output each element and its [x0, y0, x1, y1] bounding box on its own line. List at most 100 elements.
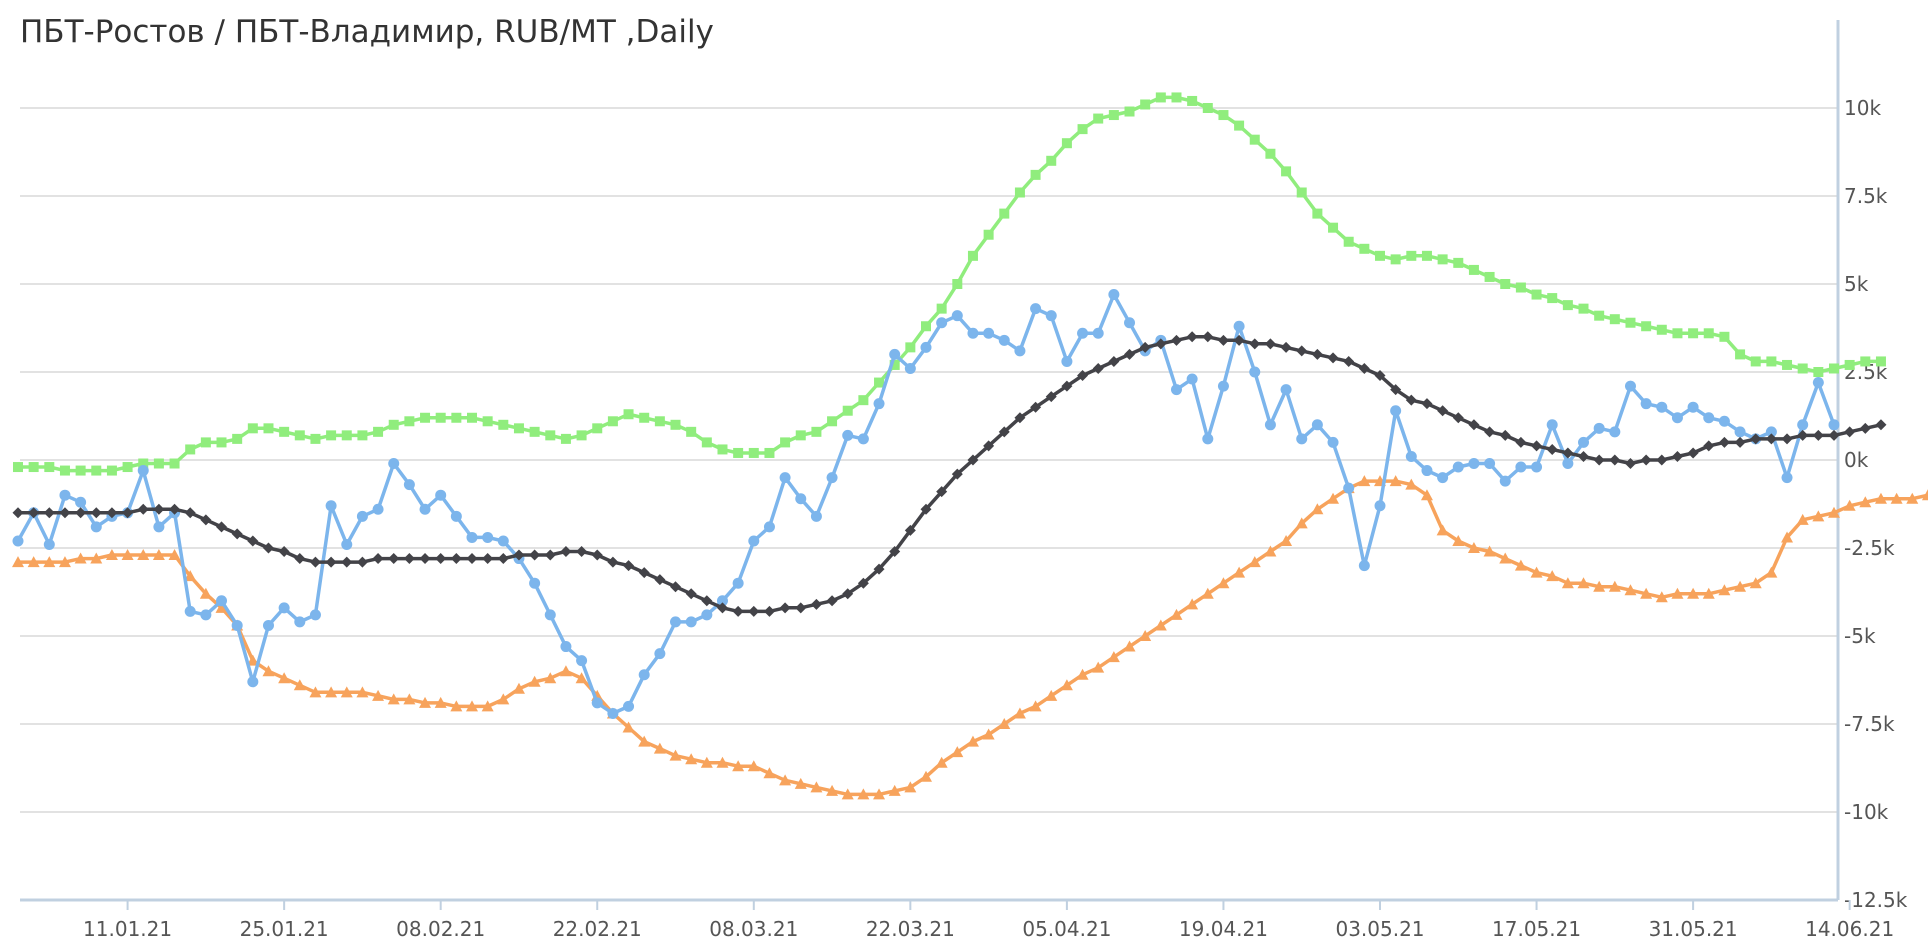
- point-spread: [12, 535, 24, 547]
- point-spread: [998, 334, 1010, 346]
- y-tick-label: -12.5k: [1844, 888, 1908, 912]
- point-lower: [1154, 619, 1167, 631]
- point-upper: [654, 416, 665, 427]
- point-spread: [294, 616, 306, 628]
- point-spread: [497, 535, 509, 547]
- point-upper: [701, 437, 712, 448]
- point-lower: [559, 665, 572, 677]
- x-tick-label: 22.03.21: [866, 917, 955, 941]
- point-lower: [528, 675, 541, 687]
- point-upper: [1359, 243, 1370, 254]
- point-average: [1092, 362, 1104, 374]
- point-average: [623, 560, 635, 572]
- point-upper: [1625, 317, 1636, 328]
- point-spread: [1452, 461, 1464, 473]
- point-upper: [1328, 222, 1339, 233]
- point-average: [1264, 338, 1276, 350]
- chart-title: ПБТ-Ростов / ПБТ-Владимир, RUB/MT ,Daily: [20, 14, 714, 50]
- point-spread: [920, 341, 932, 353]
- point-lower: [1734, 580, 1747, 592]
- point-spread: [1546, 419, 1558, 431]
- point-upper: [1155, 92, 1166, 103]
- point-upper: [1656, 324, 1667, 335]
- point-lower: [1718, 584, 1731, 596]
- point-lower: [1186, 598, 1199, 610]
- point-upper: [373, 426, 384, 437]
- point-upper: [498, 419, 509, 430]
- point-upper: [748, 447, 759, 458]
- point-lower: [982, 728, 995, 740]
- x-tick-label: 11.01.21: [83, 917, 172, 941]
- point-spread: [43, 538, 55, 550]
- point-upper: [44, 462, 55, 473]
- point-upper: [560, 433, 571, 444]
- point-spread: [388, 458, 400, 470]
- point-upper: [138, 458, 149, 469]
- point-upper: [467, 412, 477, 423]
- point-upper: [670, 419, 681, 430]
- point-lower: [841, 788, 854, 800]
- point-upper: [153, 458, 164, 469]
- point-spread: [1624, 380, 1636, 392]
- point-average: [920, 503, 932, 515]
- point-spread: [1343, 482, 1355, 494]
- point-lower: [1233, 566, 1246, 578]
- point-average: [1358, 362, 1370, 374]
- point-spread: [654, 648, 666, 660]
- point-spread: [1828, 419, 1840, 431]
- y-tick-label: 0k: [1844, 448, 1869, 472]
- point-lower: [419, 696, 432, 708]
- point-upper: [780, 437, 791, 448]
- point-average: [294, 553, 306, 565]
- point-lower: [215, 601, 228, 613]
- point-upper: [1296, 187, 1307, 198]
- point-upper: [1375, 250, 1385, 261]
- point-average: [1217, 334, 1229, 346]
- point-average: [1077, 370, 1089, 382]
- point-spread: [983, 327, 995, 339]
- point-upper: [952, 279, 963, 289]
- point-upper: [795, 430, 806, 441]
- point-average: [1578, 450, 1590, 462]
- point-upper: [59, 465, 70, 476]
- point-lower: [1436, 524, 1449, 536]
- point-upper: [388, 419, 399, 430]
- point-average: [716, 602, 728, 614]
- point-upper: [106, 465, 117, 476]
- point-average: [1844, 426, 1856, 438]
- point-average: [59, 507, 71, 519]
- point-lower: [1201, 587, 1214, 599]
- point-lower: [904, 781, 917, 793]
- point-spread: [1249, 366, 1261, 378]
- point-upper: [91, 465, 102, 476]
- point-average: [435, 553, 447, 565]
- point-spread: [670, 616, 682, 628]
- point-upper: [1641, 321, 1652, 332]
- point-average: [137, 503, 149, 515]
- point-upper: [1281, 166, 1292, 177]
- point-upper: [717, 444, 728, 455]
- point-upper: [1108, 110, 1119, 121]
- point-spread: [857, 433, 869, 445]
- point-spread: [1390, 405, 1402, 417]
- point-upper: [1844, 359, 1855, 370]
- point-average: [1311, 348, 1323, 360]
- point-lower: [1405, 478, 1418, 490]
- point-upper: [1093, 113, 1104, 124]
- point-average: [607, 556, 619, 568]
- point-upper: [936, 303, 947, 314]
- point-average: [466, 553, 478, 565]
- point-lower: [1029, 700, 1042, 712]
- point-average: [75, 507, 87, 519]
- point-average: [983, 440, 995, 452]
- point-average: [1374, 370, 1386, 382]
- point-spread: [795, 493, 807, 505]
- point-average: [1014, 412, 1026, 424]
- point-spread: [1077, 327, 1089, 339]
- point-spread: [1421, 465, 1433, 477]
- point-lower: [1921, 489, 1928, 501]
- point-lower: [512, 682, 525, 694]
- point-spread: [309, 609, 321, 621]
- point-average: [1640, 454, 1652, 466]
- point-spread: [325, 500, 337, 512]
